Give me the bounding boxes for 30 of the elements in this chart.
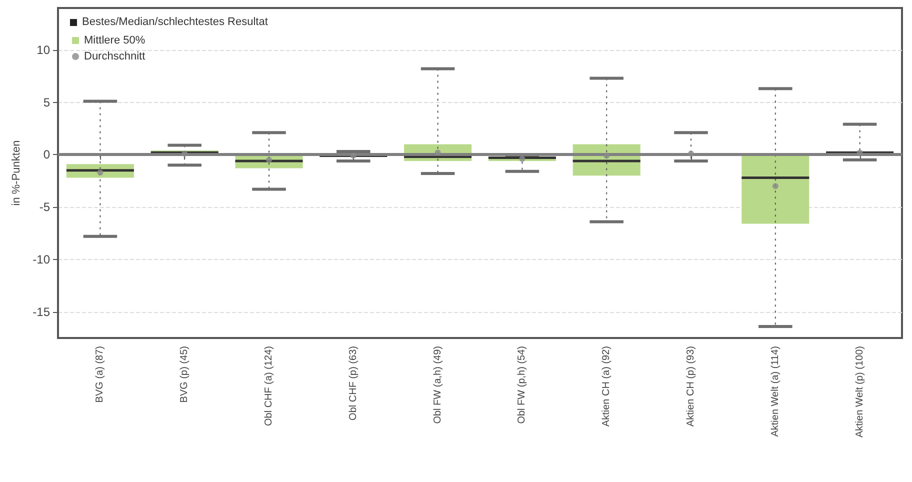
legend-label: Mittlere 50%: [84, 34, 146, 46]
legend-label: Durchschnitt: [84, 50, 146, 62]
point: [182, 150, 188, 157]
x-tick-label: BVG (a) (87): [94, 346, 106, 403]
x-tick-label: Aktien CH (a) (92): [601, 346, 612, 427]
x-tick-label: Obl CHF (p) (63): [348, 346, 359, 420]
point: [856, 150, 863, 156]
point: [772, 183, 778, 190]
point: [97, 169, 104, 176]
y-tick-label: 10: [36, 42, 50, 57]
point: [688, 150, 694, 157]
point: [519, 156, 526, 162]
x-tick-label: Aktien Welt (a) (114): [770, 346, 781, 437]
point: [266, 156, 272, 163]
y-tick-label: 5: [43, 95, 50, 110]
y-tick-label: -10: [32, 252, 50, 266]
y-tick-label: 0: [43, 148, 50, 162]
x-tick-label: Aktien CH (p) (93): [686, 346, 696, 427]
x-tick-label: BVG (p) (45): [179, 346, 190, 403]
point: [434, 150, 441, 156]
point: [604, 152, 610, 159]
point: [350, 152, 356, 159]
y-axis-title: in %-Punkten: [10, 140, 22, 206]
y-tick-label: -5: [39, 200, 50, 214]
y-tick-label: -15: [32, 304, 50, 319]
x-tick-label: Obl CHF (a) (124): [264, 346, 274, 426]
x-tick-label: Obl FW (p,h) (54): [516, 346, 528, 424]
legend-title: Bestes/Median/schlechtestes Resultat: [82, 16, 268, 28]
x-tick-label: Obl FW (a,h) (49): [432, 346, 444, 424]
x-tick-label: Aktien Welt (p) (100): [854, 346, 866, 438]
